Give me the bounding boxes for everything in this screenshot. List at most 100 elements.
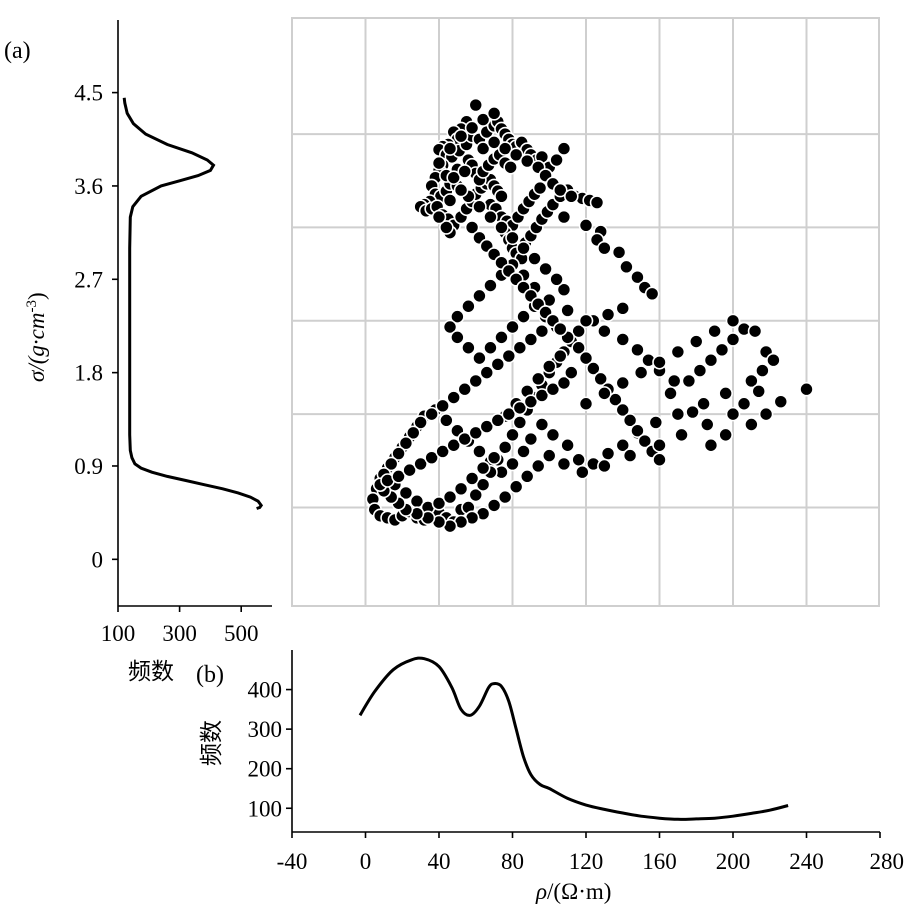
scatter-point	[486, 106, 502, 121]
scatter-point	[751, 384, 767, 399]
scatter-point	[446, 437, 462, 453]
scatter-point	[593, 371, 609, 387]
scatter-point	[439, 413, 454, 428]
scatter-point	[479, 365, 495, 380]
scatter-point	[450, 309, 465, 324]
scatter-point	[450, 330, 465, 345]
scatter-point	[442, 141, 458, 156]
scatter-point	[766, 352, 781, 368]
scatter-point	[505, 427, 520, 443]
scatter-point	[758, 406, 774, 422]
scatter-point	[446, 390, 462, 405]
scatter-point	[516, 240, 531, 256]
scatter-point	[516, 309, 531, 324]
scatter-point	[497, 440, 513, 455]
panel-b-label: (b)	[196, 662, 224, 688]
scatter-point	[523, 332, 539, 347]
scatter-point	[453, 182, 469, 198]
scatter-point	[503, 159, 518, 175]
scatter-point	[630, 423, 645, 439]
scatter-point	[461, 298, 476, 314]
scatter-point	[692, 363, 708, 378]
scatter-point	[532, 180, 548, 196]
scatter-point	[773, 394, 789, 409]
scatter-point	[560, 437, 575, 453]
scatter-point	[505, 319, 520, 335]
rho-y-tick-label: 300	[248, 717, 283, 742]
scatter-point	[622, 413, 638, 428]
scatter-point	[534, 417, 550, 432]
scatter-point	[560, 303, 575, 318]
rho-x-tick-label: -40	[277, 849, 308, 874]
rho-y-tick-label: 200	[248, 757, 283, 782]
scatter-point	[755, 363, 770, 378]
rho-y-tick-label: 400	[248, 678, 283, 703]
scatter-point	[563, 365, 579, 380]
scatter-point	[556, 456, 572, 472]
scatter-point	[685, 404, 700, 420]
scatter-point	[556, 209, 572, 225]
scatter-point	[431, 155, 447, 171]
scatter-point	[383, 456, 399, 472]
scatter-point	[490, 413, 506, 428]
sigma-x-label: 频数	[128, 659, 174, 684]
scatter-point	[468, 487, 484, 503]
scatter-point	[597, 386, 612, 401]
scatter-point	[597, 323, 612, 339]
scatter-point	[703, 437, 719, 453]
scatter-point	[615, 332, 631, 347]
scatter-point	[530, 458, 546, 474]
scatter-point	[563, 189, 579, 204]
scatter-point	[446, 170, 462, 185]
scatter-point	[611, 245, 627, 260]
scatter-point	[475, 460, 491, 476]
density-sigma-plot: 0 0.9 1.8 2.7 3.6 4.5 100 300 500 频数 σ/(g·cm-3)	[24, 20, 272, 684]
scatter-point	[600, 446, 616, 461]
rho-y-label: 频数	[199, 720, 224, 766]
scatter-point	[714, 342, 730, 358]
scatter-point	[523, 431, 539, 447]
rho-y-tick-label: 100	[248, 796, 283, 821]
panel-a-label: (a)	[4, 38, 31, 64]
scatter-point	[472, 350, 487, 366]
scatter-point	[619, 259, 634, 275]
scatter-point	[483, 209, 498, 225]
scatter-point	[472, 199, 487, 214]
scatter-point	[431, 496, 447, 511]
scatter-point	[505, 456, 520, 472]
scatter-point	[666, 373, 682, 389]
scatter-point	[586, 361, 601, 376]
scatter-point	[501, 348, 517, 364]
scatter-point	[486, 135, 502, 150]
scatter-points	[365, 97, 814, 534]
sigma-y-ticks: 0 0.9 1.8 2.7 3.6 4.5	[74, 81, 118, 572]
scatter-point	[442, 489, 458, 505]
scatter-point	[490, 357, 506, 372]
scatter-point	[571, 323, 586, 339]
scatter-point	[457, 164, 473, 179]
scatter-point	[545, 381, 561, 397]
scatter-point	[442, 319, 458, 335]
scatter-point	[688, 334, 704, 349]
scatter-point	[541, 359, 557, 374]
scatter-point	[615, 437, 631, 453]
sigma-y-tick-label: 2.7	[74, 267, 103, 292]
rho-x-tick-label: 280	[870, 849, 905, 874]
scatter-point	[718, 427, 733, 443]
scatter-point	[453, 481, 469, 497]
scatter-point	[696, 396, 711, 412]
rho-x-tick-label: 200	[716, 849, 751, 874]
scatter-point	[663, 386, 678, 401]
scatter-point	[475, 141, 491, 156]
scatter-point	[538, 261, 553, 277]
scatter-point	[431, 209, 447, 225]
scatter-point	[398, 435, 414, 451]
scatter-point	[424, 450, 439, 465]
scatter-point	[391, 446, 406, 461]
scatter-point	[457, 431, 473, 447]
scatter-point	[398, 485, 414, 501]
scatter-point	[703, 352, 719, 368]
scatter-point	[435, 398, 450, 414]
rho-x-tick-label: 120	[569, 849, 604, 874]
scatter-point	[597, 240, 612, 256]
